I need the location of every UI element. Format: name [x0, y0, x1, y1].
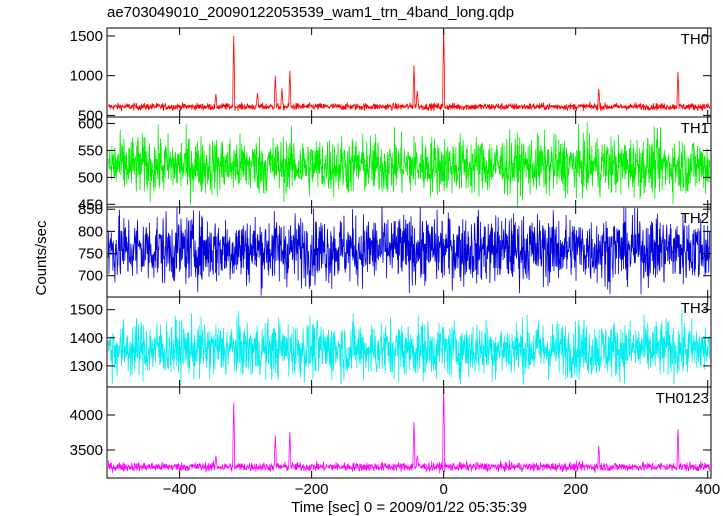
y-tick-label: 700 [78, 268, 103, 285]
panel-th2: 700 750 800 850 TH2 [78, 201, 712, 298]
y-tick-label: 1400 [70, 330, 103, 347]
y-tick-label: 500 [78, 169, 103, 186]
y-axis-label: Counts/sec [33, 220, 50, 296]
chart-title: ae703049010_20090122053539_wam1_trn_4ban… [107, 4, 515, 21]
y-tick-label: 450 [78, 196, 103, 213]
y-tick-label: 600 [78, 115, 103, 132]
x-tick-label: 0 [439, 481, 447, 498]
x-tick-label: −200 [295, 481, 329, 498]
panel-frame [106, 386, 712, 479]
y-tick-label: 850 [78, 201, 103, 218]
panel-label: TH3 [681, 300, 709, 317]
panel-label: TH1 [681, 120, 709, 137]
panel-label: TH0123 [656, 390, 709, 407]
series-th2-line [107, 207, 711, 296]
x-tick-label: 200 [563, 481, 588, 498]
x-tick-label: 400 [695, 481, 720, 498]
y-tick-label: 1300 [70, 358, 103, 375]
y-tick-label: 550 [78, 142, 103, 159]
panel-frame [106, 27, 712, 118]
panel-th3: 1300 1400 1500 TH3 [70, 296, 712, 388]
y-tick-label: 1500 [70, 302, 103, 319]
y-tick-label: 500 [78, 107, 103, 124]
y-tick-label: 4000 [70, 407, 103, 424]
series-th0-line [107, 28, 711, 112]
panel-th0: 500 1000 1500 TH0 [70, 27, 712, 124]
panel-th1: 450 500 550 600 TH1 [78, 115, 712, 213]
panels-layer: 500 1000 1500 TH0 450 500 550 600 TH1 700 750 800 85… [70, 27, 720, 498]
y-tick-label: 1500 [70, 28, 103, 45]
panel-th0123: 3500 4000 TH0123 [70, 386, 712, 479]
y-tick-label: 750 [78, 246, 103, 263]
panel-label: TH0 [681, 31, 709, 48]
y-tick-label: 1000 [70, 68, 103, 85]
y-tick-label: 800 [78, 223, 103, 240]
y-tick-label: 3500 [70, 442, 103, 459]
x-axis-label: Time [sec] 0 = 2009/01/22 05:35:39 [291, 499, 527, 516]
series-th3-line [107, 309, 711, 386]
series-th1-line [107, 122, 711, 207]
x-tick-label: −400 [163, 481, 197, 498]
series-th0123-line [107, 387, 711, 474]
panel-label: TH2 [681, 210, 709, 227]
